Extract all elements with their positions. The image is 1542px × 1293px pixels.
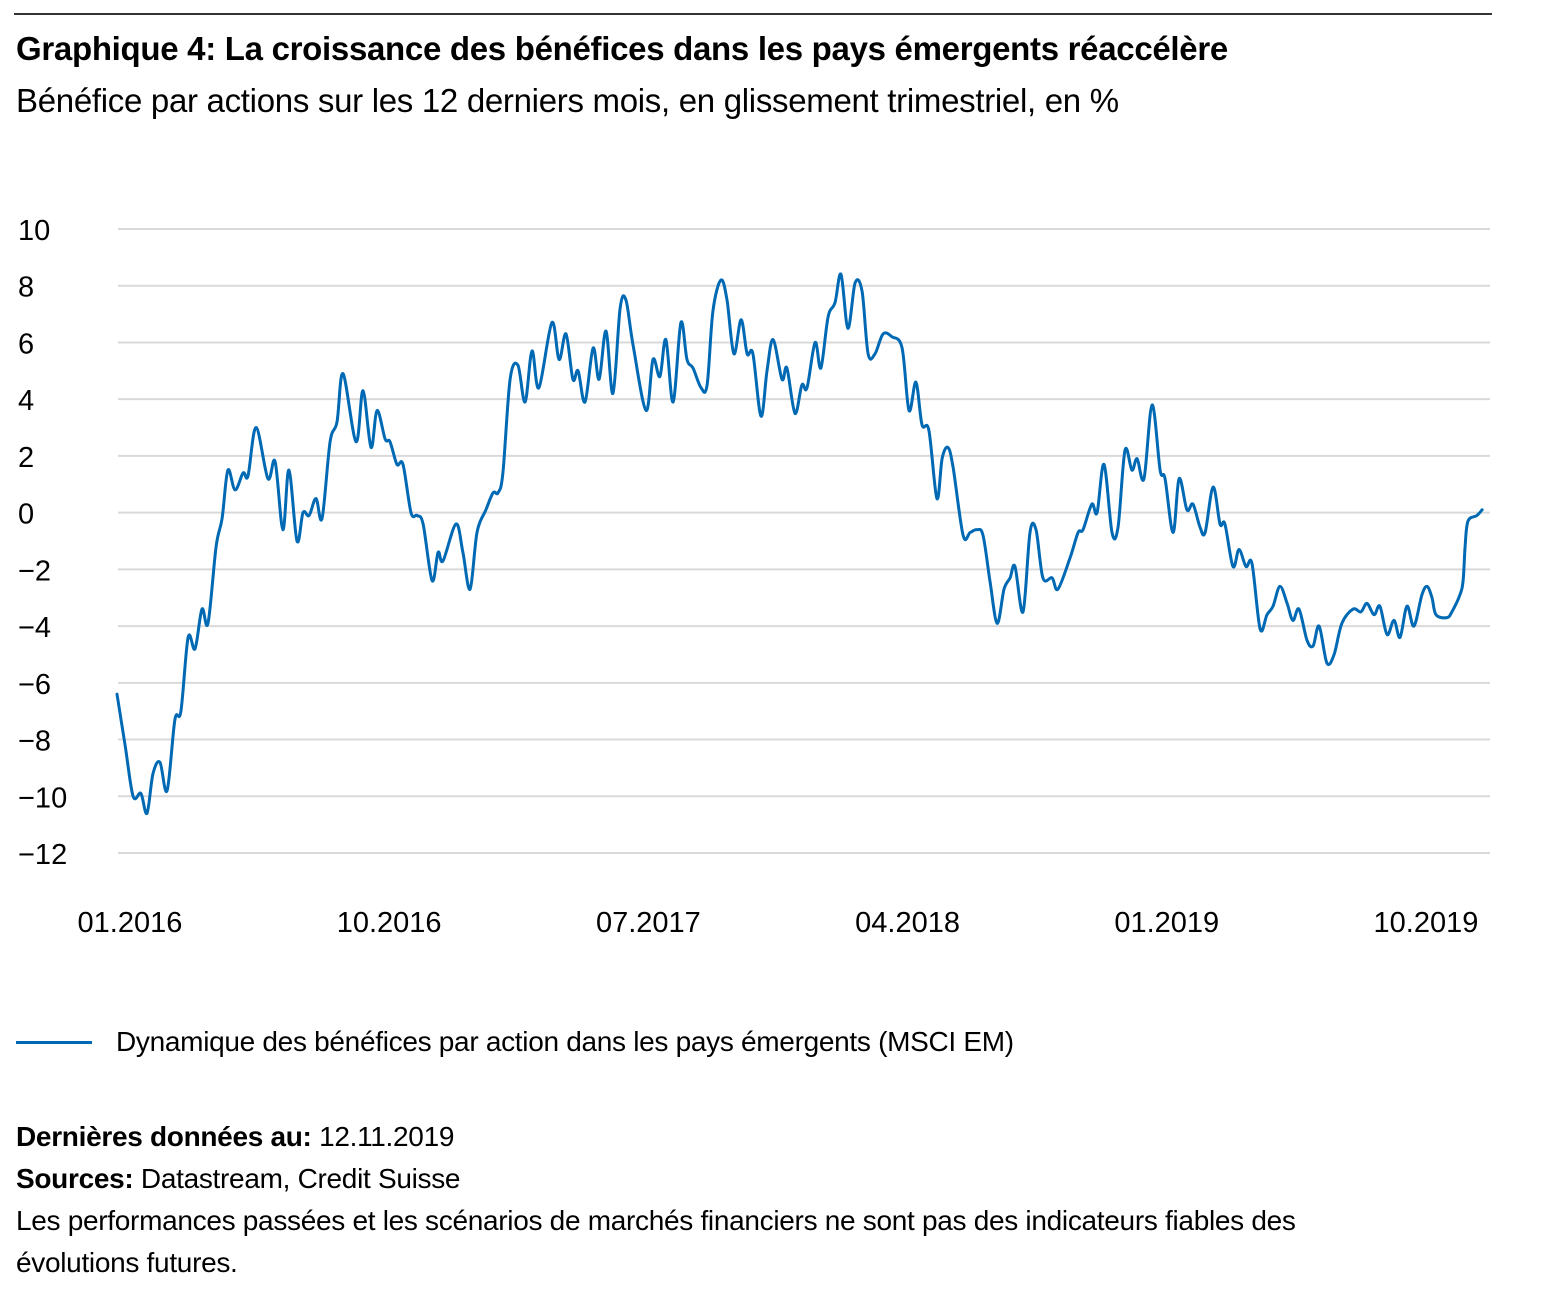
y-tick-label: −6 xyxy=(18,669,51,701)
chart-title: Graphique 4: La croissance des bénéfices… xyxy=(16,30,1228,67)
x-tick-label: 01.2019 xyxy=(1114,907,1219,939)
sources-value: Datastream, Credit Suisse xyxy=(140,1163,461,1194)
y-tick-label: 10 xyxy=(18,215,50,247)
legend: Dynamique des bénéfices par action dans … xyxy=(16,1022,1014,1062)
sources-note: Sources: Datastream, Credit Suisse xyxy=(16,1163,461,1195)
legend-line-swatch xyxy=(16,1040,92,1044)
x-tick-label: 07.2017 xyxy=(596,907,701,939)
y-tick-label: 2 xyxy=(18,442,34,474)
last-data-label: Dernières données au: xyxy=(16,1121,312,1152)
y-tick-label: −12 xyxy=(18,839,67,871)
line-chart: 10 8 6 4 2 0 −2 −4 −6 −8 −10 −12 01.2016 10.2016 07.2… xyxy=(18,215,1490,939)
chart-subtitle: Bénéfice par actions sur les 12 derniers… xyxy=(16,82,1119,119)
y-tick-label: 6 xyxy=(18,328,34,360)
series-line-msci-em xyxy=(115,272,1484,816)
last-data-note: Dernières données au: 12.11.2019 xyxy=(16,1121,454,1153)
top-rule xyxy=(14,13,1492,15)
y-tick-label: 0 xyxy=(18,499,34,531)
y-tick-label: 8 xyxy=(18,272,34,304)
x-tick-label: 04.2018 xyxy=(855,907,960,939)
legend-label: Dynamique des bénéfices par action dans … xyxy=(116,1026,1014,1057)
y-tick-label: −10 xyxy=(18,782,67,814)
y-tick-label: −2 xyxy=(18,555,51,587)
last-data-value: 12.11.2019 xyxy=(319,1121,455,1152)
series-group xyxy=(115,272,1484,816)
x-tick-label: 10.2016 xyxy=(337,907,442,939)
gridlines xyxy=(118,228,1490,854)
sources-label: Sources: xyxy=(16,1163,134,1194)
y-tick-label: −8 xyxy=(18,726,51,758)
y-axis-ticks: 10 8 6 4 2 0 −2 −4 −6 −8 −10 −12 xyxy=(18,215,67,871)
y-tick-label: −4 xyxy=(18,612,51,644)
disclaimer-line-1: Les performances passées et les scénario… xyxy=(16,1205,1296,1236)
y-tick-label: 4 xyxy=(18,385,34,417)
x-tick-label: 10.2019 xyxy=(1374,907,1479,939)
x-axis-ticks: 01.2016 10.2016 07.2017 04.2018 01.2019 10.20… xyxy=(78,907,1479,939)
x-tick-label: 01.2016 xyxy=(78,907,183,939)
disclaimer-line-2: évolutions futures. xyxy=(16,1247,238,1278)
